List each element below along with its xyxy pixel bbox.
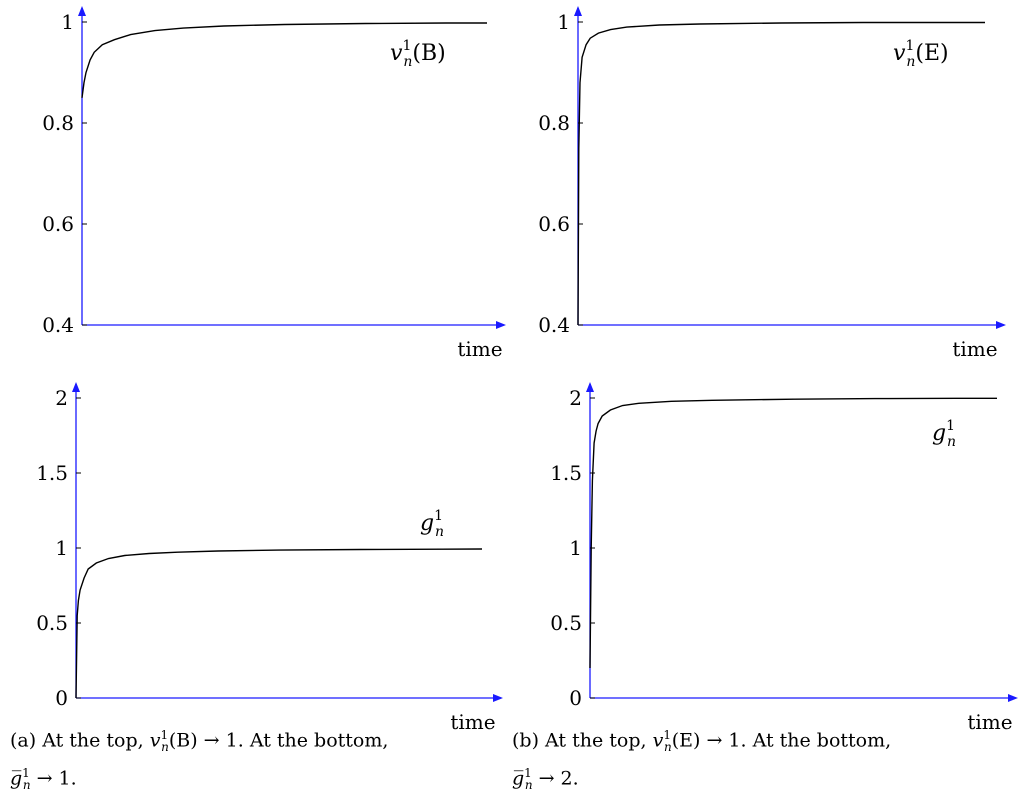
a-bottom-series-line (75, 548, 483, 699)
caption-a-arg1: (B) → 1. (168, 729, 244, 752)
b-bottom-curve-label: g1 n (932, 418, 956, 450)
caption-a-text1: At the top, (42, 729, 144, 752)
a-top-series-line (81, 22, 487, 98)
b-bottom-y-tick-label: 1.5 (550, 461, 582, 485)
caption-a-text2: At the bottom, (249, 729, 389, 752)
b-bottom-series-line (589, 397, 997, 669)
caption-b-label: (b) (512, 729, 539, 752)
a-top-x-axis-arrow (496, 321, 506, 329)
caption-a-sup2: 1 (22, 766, 30, 781)
caption-a-expr2: g̅ (10, 767, 23, 790)
a-bottom-y-tick-label: 1.5 (36, 461, 68, 485)
caption-a-label: (a) (10, 729, 37, 752)
caption-b-sup2: 1 (524, 766, 532, 781)
a-top-y-tick-label: 0.8 (42, 111, 74, 135)
b-top-y-tick-label: 0.8 (538, 111, 570, 135)
caption-b-tail2: → 2. (538, 767, 579, 790)
caption-b-sup1: 1 (663, 728, 671, 742)
a-bottom-y-tick-label: 0.5 (36, 611, 68, 635)
caption-b-sub2: n (524, 778, 533, 793)
b-top-y-tick-label: 0.6 (538, 212, 570, 236)
a-top-y-tick-label: 0.6 (42, 212, 74, 236)
b-top-series-line (577, 21, 985, 326)
caption-a-expr1: v (149, 729, 161, 752)
caption-b-text1: At the top, (545, 729, 647, 752)
a-bottom-x-label: time (450, 710, 495, 734)
caption-b-arg1: (E) → 1. (671, 729, 747, 752)
caption-b-sub1: n (663, 740, 672, 755)
b-top-y-axis-arrow (574, 6, 582, 16)
a-top-y-axis-arrow (78, 6, 86, 16)
a-top-y-tick-label: 1 (61, 10, 74, 34)
a-bottom-y-tick-label: 1 (55, 536, 68, 560)
a-top-curve-label: v1 n(B) (390, 38, 446, 70)
b-bottom-y-tick-label: 0.5 (550, 611, 582, 635)
a-bottom-y-axis-arrow (72, 382, 80, 392)
caption-a: (a) At the top, v1n(B) → 1. At the botto… (10, 722, 510, 798)
a-bottom-y-tick-label: 2 (55, 386, 68, 410)
b-bottom-y-tick-label: 2 (569, 386, 582, 410)
caption-a-sub2: n (22, 778, 31, 793)
b-top-x-label: time (952, 337, 997, 361)
a-top-x-label: time (457, 337, 502, 361)
caption-a-sub1: n (161, 740, 169, 755)
b-bottom-y-axis-arrow (586, 382, 594, 392)
b-bottom-x-axis-arrow (1008, 694, 1018, 702)
b-top-x-axis-arrow (996, 321, 1006, 329)
b-top-curve-label: v1 n(E) (893, 38, 949, 70)
b-top-y-tick-label: 0.4 (538, 313, 570, 337)
a-bottom-y-tick-label: 0 (55, 686, 68, 710)
caption-a-sup1: 1 (160, 728, 169, 742)
b-bottom-x-label: time (967, 710, 1012, 734)
a-top-y-tick-label: 0.4 (42, 313, 74, 337)
b-bottom-y-tick-label: 1 (569, 536, 582, 560)
a-bottom-curve-label: g1 n (420, 508, 444, 540)
b-top-y-tick-label: 1 (557, 10, 570, 34)
caption-b-text2: At the bottom, (752, 729, 892, 752)
caption-a-tail2: → 1. (36, 767, 77, 790)
caption-b: (b) At the top, v1n(E) → 1. At the botto… (512, 722, 1027, 798)
caption-b-expr2: g̅ (512, 767, 525, 790)
b-bottom-y-tick-label: 0 (569, 686, 582, 710)
caption-b-expr1: v (652, 729, 664, 752)
a-bottom-x-axis-arrow (493, 694, 503, 702)
